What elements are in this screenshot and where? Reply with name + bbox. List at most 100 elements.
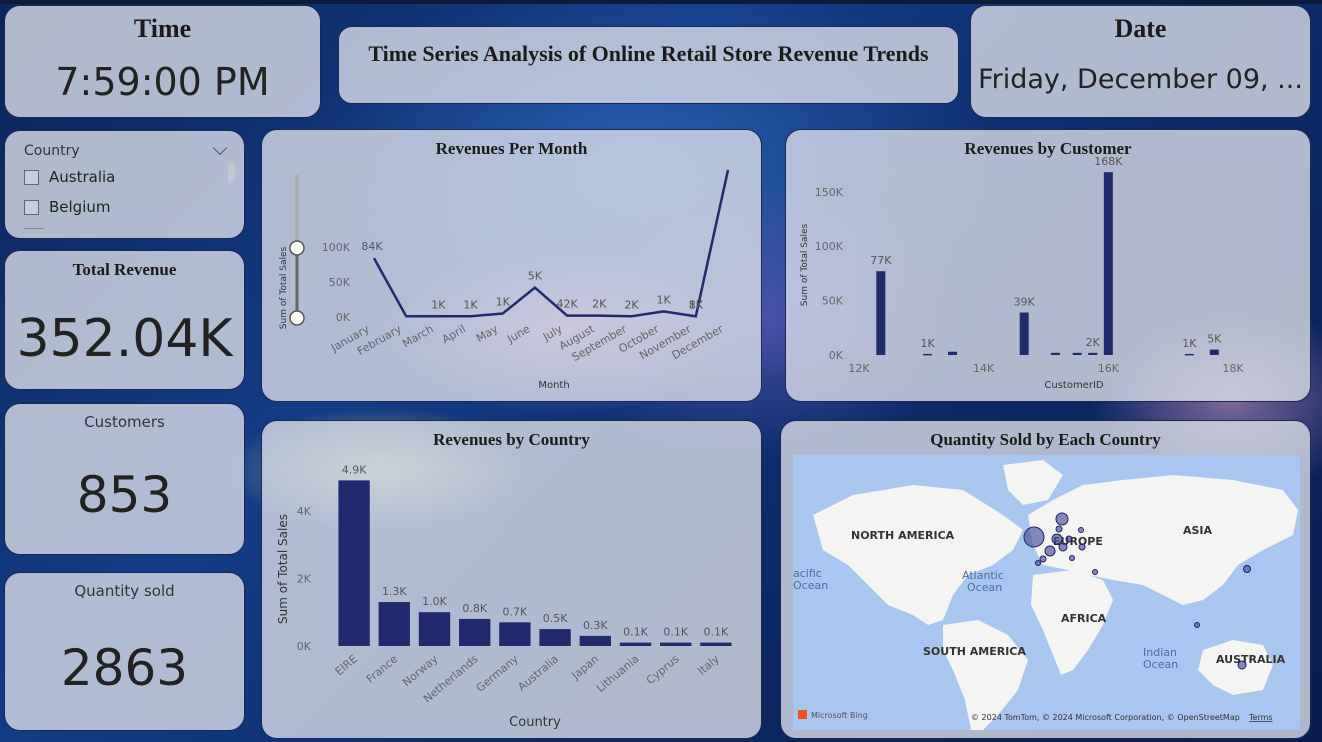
bar[interactable] bbox=[579, 635, 611, 646]
data-label: 1K bbox=[463, 298, 478, 311]
world-map[interactable]: NORTH AMERICA EUROPE ASIA AFRICA SOUTH A… bbox=[793, 455, 1300, 730]
map-bubble[interactable] bbox=[1092, 569, 1098, 575]
checkbox-belgium[interactable] bbox=[24, 199, 39, 215]
map-card: Quantity Sold by Each Country NORTH AMER… bbox=[780, 420, 1311, 739]
map-bubble[interactable] bbox=[1078, 543, 1086, 551]
ocean-label: Ocean bbox=[1143, 658, 1178, 671]
bar[interactable] bbox=[1209, 349, 1219, 355]
slicer-item-australia[interactable]: Australia bbox=[24, 167, 115, 187]
map-bubble[interactable] bbox=[1035, 560, 1041, 566]
x-tick-label: France bbox=[364, 652, 401, 686]
bar[interactable] bbox=[619, 642, 652, 646]
data-label: 77K bbox=[870, 254, 892, 267]
zoom-slider-handle-bottom[interactable] bbox=[289, 310, 305, 326]
australia-shape bbox=[1198, 640, 1273, 695]
title-card: Time Series Analysis of Online Retail St… bbox=[338, 26, 959, 104]
map-bubbles bbox=[1023, 512, 1251, 670]
chevron-down-icon[interactable] bbox=[212, 140, 228, 156]
map-bubble[interactable] bbox=[1069, 555, 1075, 561]
data-label: 0.1K bbox=[663, 626, 688, 639]
continent-label-asia: ASIA bbox=[1183, 524, 1213, 537]
map-bubble[interactable] bbox=[1194, 622, 1200, 628]
y-axis-label: Sum of Total Sales bbox=[800, 223, 810, 306]
zoom-slider-handle-top[interactable] bbox=[289, 240, 305, 256]
data-label: 0.7K bbox=[503, 605, 528, 618]
data-label: 0.3K bbox=[583, 619, 608, 632]
x-tick-label: June bbox=[504, 322, 532, 346]
customers-value: 853 bbox=[76, 466, 173, 524]
date-card: Date Friday, December 09, ... bbox=[970, 5, 1311, 118]
y-tick-label: 4K bbox=[297, 505, 312, 518]
data-label: 0.8K bbox=[462, 602, 487, 615]
data-label: 4.9K bbox=[342, 463, 367, 476]
data-label: 5K bbox=[1207, 333, 1222, 346]
map-bubble[interactable] bbox=[1023, 526, 1045, 548]
data-label: 0.5K bbox=[543, 612, 568, 625]
data-label: 168K bbox=[1094, 155, 1123, 168]
slicer-option-label: Australia bbox=[49, 168, 116, 186]
bar[interactable] bbox=[378, 602, 410, 646]
data-label: 1.0K bbox=[422, 595, 447, 608]
data-label: 1K bbox=[689, 298, 704, 311]
data-label: 1K bbox=[657, 293, 672, 306]
map-bubble[interactable] bbox=[1051, 533, 1063, 545]
bar[interactable] bbox=[338, 480, 370, 646]
bar[interactable] bbox=[539, 629, 571, 646]
bar[interactable] bbox=[876, 271, 886, 355]
country-slicer[interactable]: Country Australia Belgium bbox=[4, 130, 245, 239]
revenue-month-card: Revenues Per Month Sum of Total Sales Mo… bbox=[261, 129, 762, 402]
revenue-customer-card: Revenues by Customer Sum of Total Sales … bbox=[785, 129, 1311, 402]
page-title: Time Series Analysis of Online Retail St… bbox=[368, 41, 929, 66]
map-bubble[interactable] bbox=[1065, 535, 1073, 543]
map-terms-link[interactable]: Terms bbox=[1248, 713, 1273, 722]
data-label: 2K bbox=[592, 298, 607, 311]
bar[interactable] bbox=[660, 642, 692, 646]
map-brand: Microsoft Bing bbox=[811, 711, 868, 720]
checkbox-australia[interactable] bbox=[24, 169, 39, 185]
bar[interactable] bbox=[700, 642, 732, 646]
data-label: 1K bbox=[431, 298, 446, 311]
date-label: Date bbox=[1114, 14, 1167, 43]
revenue-customer-chart: Sum of Total Sales CustomerID 0K 50K 100K 1… bbox=[800, 155, 1244, 391]
map-bubble[interactable] bbox=[1044, 545, 1056, 557]
x-tick-label: 14K bbox=[973, 362, 995, 375]
bar[interactable] bbox=[459, 618, 491, 646]
bar[interactable] bbox=[923, 353, 933, 356]
x-axis-label: CustomerID bbox=[1044, 380, 1104, 391]
bar[interactable] bbox=[1088, 352, 1098, 355]
bar[interactable] bbox=[1103, 172, 1113, 355]
bar[interactable] bbox=[1072, 352, 1082, 355]
x-tick-label: April bbox=[440, 322, 468, 346]
bar[interactable] bbox=[418, 612, 451, 646]
map-bubble[interactable] bbox=[1039, 555, 1047, 563]
y-axis-label: Sum of Total Sales bbox=[276, 514, 290, 624]
slicer-scrollbar[interactable] bbox=[228, 163, 235, 183]
y-tick-label: 50K bbox=[822, 295, 844, 308]
bar[interactable] bbox=[1050, 352, 1060, 355]
slicer-item-belgium[interactable]: Belgium bbox=[24, 197, 111, 217]
x-tick-label: Lithuania bbox=[594, 652, 641, 695]
y-tick-label: 0K bbox=[829, 349, 844, 362]
bar[interactable] bbox=[1184, 353, 1194, 356]
map-bubble[interactable] bbox=[1055, 512, 1069, 526]
bing-logo-icon bbox=[798, 710, 807, 719]
north-america-shape bbox=[813, 485, 1023, 625]
map-bubble[interactable] bbox=[1058, 542, 1068, 552]
map-bubble[interactable] bbox=[1243, 565, 1251, 573]
bar[interactable] bbox=[1019, 312, 1029, 355]
map-bubble[interactable] bbox=[1078, 527, 1084, 533]
quantity-value: 2863 bbox=[60, 639, 189, 697]
x-tick-label: Japan bbox=[569, 652, 602, 682]
data-label: 2K bbox=[1086, 336, 1101, 349]
x-tick-label: Cyprus bbox=[644, 652, 682, 687]
x-tick-label: 18K bbox=[1222, 362, 1244, 375]
x-tick-label: Italy bbox=[695, 652, 722, 678]
quantity-card: Quantity sold 2863 bbox=[4, 572, 245, 731]
bar[interactable] bbox=[499, 622, 531, 646]
revenue-country-title: Revenues by Country bbox=[433, 430, 590, 449]
x-axis-label: Country bbox=[509, 715, 561, 730]
ocean-label: Atlantic bbox=[962, 569, 1004, 582]
map-bubble[interactable] bbox=[1055, 525, 1063, 533]
bar[interactable] bbox=[948, 351, 957, 355]
map-bubble[interactable] bbox=[1237, 660, 1247, 670]
